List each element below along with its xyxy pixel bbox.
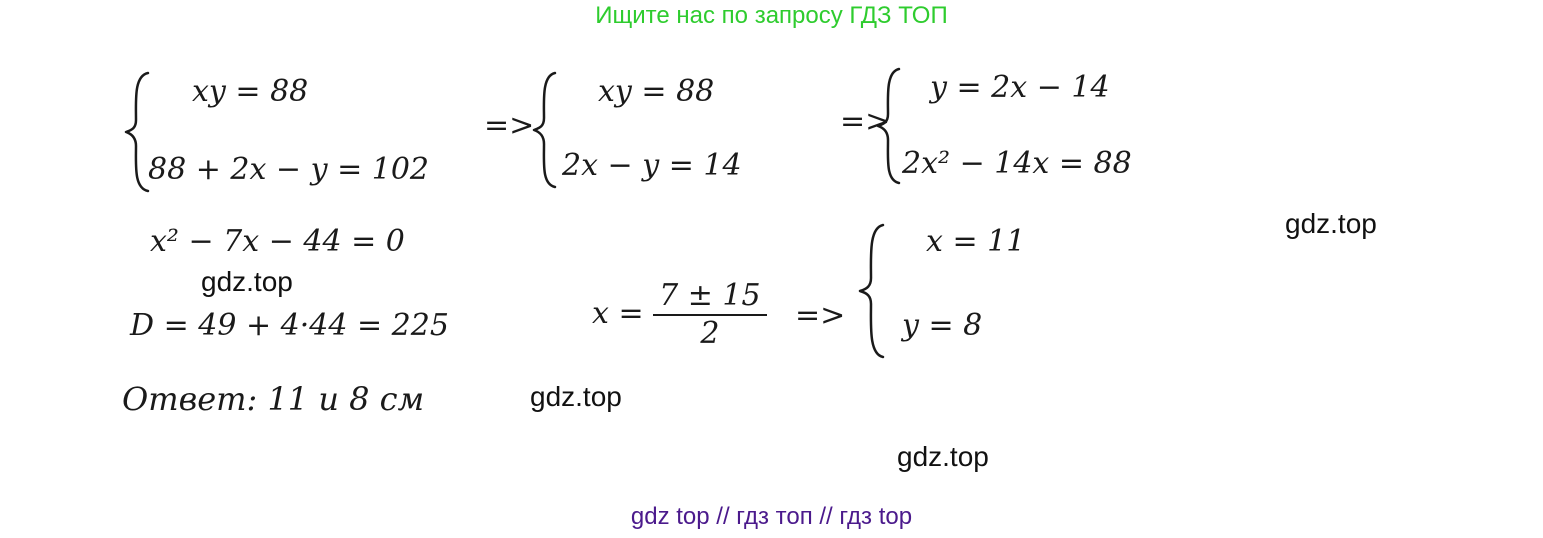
- discriminant: D = 49 + 4·44 = 225: [130, 308, 449, 343]
- implies-arrow: =>: [840, 104, 891, 139]
- brace-icon: [876, 67, 901, 185]
- system2-eq2: 2x − y = 14: [562, 148, 742, 183]
- system1-eq2: 88 + 2x − y = 102: [148, 152, 430, 187]
- watermark: gdz.top: [897, 441, 989, 472]
- header-banner: Ищите нас по запросу ГДЗ ТОП: [595, 2, 948, 29]
- implies-arrow: =>: [795, 298, 846, 333]
- root-fraction: 7 ± 15 2: [653, 278, 767, 352]
- brace-icon: [124, 71, 150, 193]
- system2-eq1: xy = 88: [598, 74, 715, 109]
- footer-banner: gdz top // гдз топ // гдз top: [630, 503, 913, 530]
- root-numerator: 7 ± 15: [653, 278, 767, 316]
- system4-eq1: x = 11: [926, 224, 1026, 259]
- root-lhs: x =: [592, 296, 644, 331]
- implies-arrow: =>: [484, 108, 535, 143]
- system1-eq1: xy = 88: [192, 74, 309, 109]
- root-denominator: 2: [700, 316, 720, 351]
- watermark: gdz.top: [1285, 208, 1377, 239]
- watermark: gdz.top: [530, 381, 622, 412]
- system4-eq2: y = 8: [902, 308, 983, 343]
- brace-icon: [858, 223, 885, 359]
- root-formula: x = 7 ± 15 2: [592, 278, 767, 352]
- system3-eq2: 2x² − 14x = 88: [902, 146, 1132, 181]
- answer: Ответ: 11 и 8 см: [122, 380, 425, 418]
- brace-icon: [532, 71, 557, 189]
- system3-eq1: y = 2x − 14: [930, 70, 1110, 105]
- quadratic-equation: x² − 7x − 44 = 0: [150, 224, 405, 259]
- watermark: gdz.top: [201, 266, 293, 297]
